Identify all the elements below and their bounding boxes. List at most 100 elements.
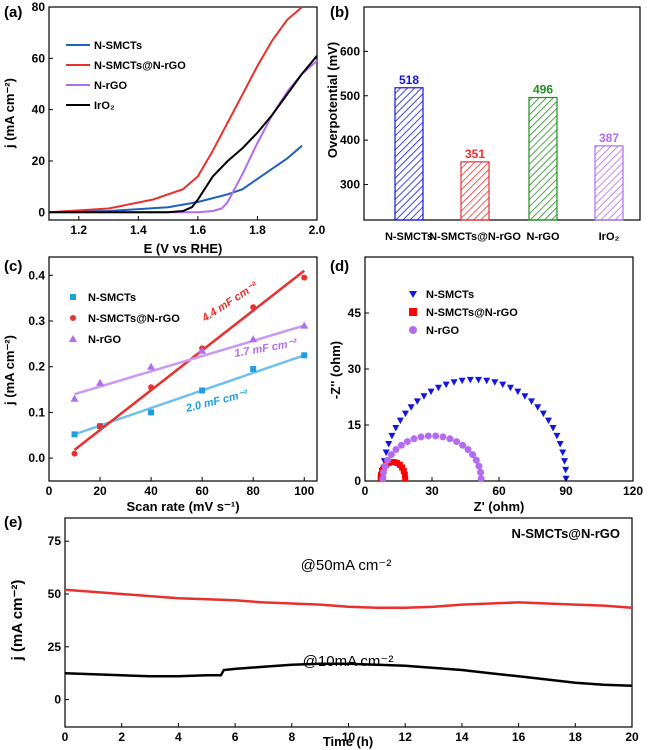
- legend-label: N-SMCTs: [88, 292, 136, 304]
- data-point: [561, 458, 569, 465]
- data-point: [475, 376, 483, 384]
- bar: [394, 87, 424, 221]
- data-point: [301, 352, 308, 359]
- x-tick-label: 1.2: [70, 223, 87, 237]
- data-point: [521, 393, 529, 400]
- annotation-slope-blue: 2.0 mF cm⁻²: [184, 388, 250, 415]
- y-tick-label: 45: [348, 306, 362, 320]
- y-tick-label: 80: [32, 0, 46, 14]
- data-point: [381, 462, 389, 470]
- legend-marker: [69, 335, 77, 342]
- data-point: [96, 378, 105, 386]
- y-tick-label: 0.4: [28, 268, 45, 282]
- data-point: [446, 435, 454, 443]
- data-point: [477, 475, 485, 483]
- legend-marker: [409, 326, 417, 334]
- data-point: [539, 410, 547, 418]
- plot-frame-b: [363, 6, 641, 221]
- panel-label-c: (c): [4, 258, 22, 275]
- data-point: [148, 384, 155, 391]
- y-axis-label-d: -Z'' (ohm): [328, 341, 343, 399]
- data-point: [198, 346, 207, 354]
- legend-marker: [409, 291, 417, 298]
- x-tick-label: 90: [559, 484, 573, 498]
- y-axis-label-c: j (mA cm⁻²): [2, 335, 17, 406]
- data-point: [379, 475, 387, 483]
- x-tick-label: 18: [569, 730, 583, 744]
- legend-c: N-SMCTs N-SMCTs@N-rGO N-rGO: [69, 292, 180, 346]
- x-tick-label: 100: [294, 484, 314, 498]
- y-tick-label: 40: [32, 103, 46, 117]
- bar-value-label: 387: [599, 131, 619, 145]
- data-point: [442, 381, 450, 389]
- plot-frame-a: [48, 6, 318, 221]
- y-axis-label-a: j (mA cm⁻²): [2, 78, 17, 149]
- x-category-label: IrO₂: [599, 231, 620, 243]
- x-tick-label: 12: [399, 730, 413, 744]
- data-point: [392, 425, 400, 432]
- x-tick-label: 0: [46, 484, 53, 498]
- bar-value-label: 351: [465, 147, 485, 161]
- x-category-label: N-SMCTs: [385, 231, 433, 243]
- panel-label-d: (d): [330, 258, 349, 275]
- y-tick-label: 500: [340, 89, 360, 103]
- x-tick-label: 20: [93, 484, 107, 498]
- panel-c: 0 20 40 60 80 100 0.0 0.1 0.2 0.3 0.4 (c) Scan rat…: [2, 256, 318, 514]
- data-point: [453, 438, 461, 446]
- data-point: [300, 321, 309, 329]
- y-tick-label: 0.2: [28, 360, 45, 374]
- data-point: [491, 379, 499, 386]
- data-point: [464, 446, 472, 454]
- x-category-label: N-rGO: [527, 231, 560, 243]
- data-point: [382, 449, 390, 456]
- data-point: [545, 417, 553, 425]
- y-tick-label: 60: [32, 51, 46, 65]
- x-tick-label: 1.8: [249, 223, 266, 237]
- chart-title-e: N-SMCTs@N-rGO: [512, 526, 621, 541]
- x-tick-label: 30: [425, 484, 439, 498]
- x-tick-label: 80: [247, 484, 261, 498]
- legend-label: N-rGO: [426, 325, 459, 337]
- data-point: [475, 462, 483, 470]
- bar: [594, 145, 624, 221]
- x-category-label: N-SMCTs@N-rGO: [429, 231, 521, 243]
- y-tick-label: 30: [348, 362, 362, 376]
- data-point: [469, 451, 477, 459]
- data-point: [506, 384, 514, 392]
- data-point: [301, 274, 308, 281]
- data-point: [148, 409, 155, 416]
- annotation-slope-purple: 1.7 mF cm⁻²: [233, 337, 298, 360]
- data-point: [413, 398, 421, 405]
- data-point: [70, 394, 79, 402]
- data-point: [514, 388, 522, 396]
- plot-frame-d: [364, 256, 634, 482]
- series-line-3: [49, 55, 318, 214]
- legend-marker: [409, 308, 417, 316]
- x-tick-label: 16: [512, 730, 526, 744]
- data-point: [250, 366, 257, 372]
- x-tick-label: 1.6: [190, 223, 207, 237]
- series-line-0: [48, 144, 303, 214]
- data-point: [397, 441, 405, 449]
- plot-frame-e: [64, 517, 633, 728]
- plot-frame-c: [48, 256, 318, 482]
- y-tick-label: 0: [54, 693, 61, 707]
- legend-label: N-SMCTs@N-rGO: [426, 307, 518, 319]
- series-line-0: [64, 588, 633, 609]
- panel-e: 0 2 4 6 8 10 12 14 16 18 20 0 25 50 75 (e) N-SMCTs@N-r…: [4, 514, 639, 749]
- data-point: [385, 440, 393, 448]
- data-point: [559, 449, 567, 456]
- data-point: [379, 468, 387, 476]
- y-tick-label: 400: [340, 133, 360, 147]
- data-point: [400, 467, 407, 474]
- data-point: [427, 388, 435, 396]
- x-tick-label: 6: [232, 730, 239, 744]
- data-point: [459, 441, 467, 449]
- y-tick-label: 0: [38, 205, 45, 219]
- legend-label: IrO₂: [94, 100, 115, 112]
- data-point: [477, 468, 485, 476]
- panel-label-a: (a): [4, 4, 22, 21]
- legend-label: N-SMCTs: [94, 40, 142, 52]
- legend-a: N-SMCTs N-SMCTs@N-rGO N-rGO IrO₂: [66, 40, 186, 112]
- x-tick-label: 4: [175, 730, 182, 744]
